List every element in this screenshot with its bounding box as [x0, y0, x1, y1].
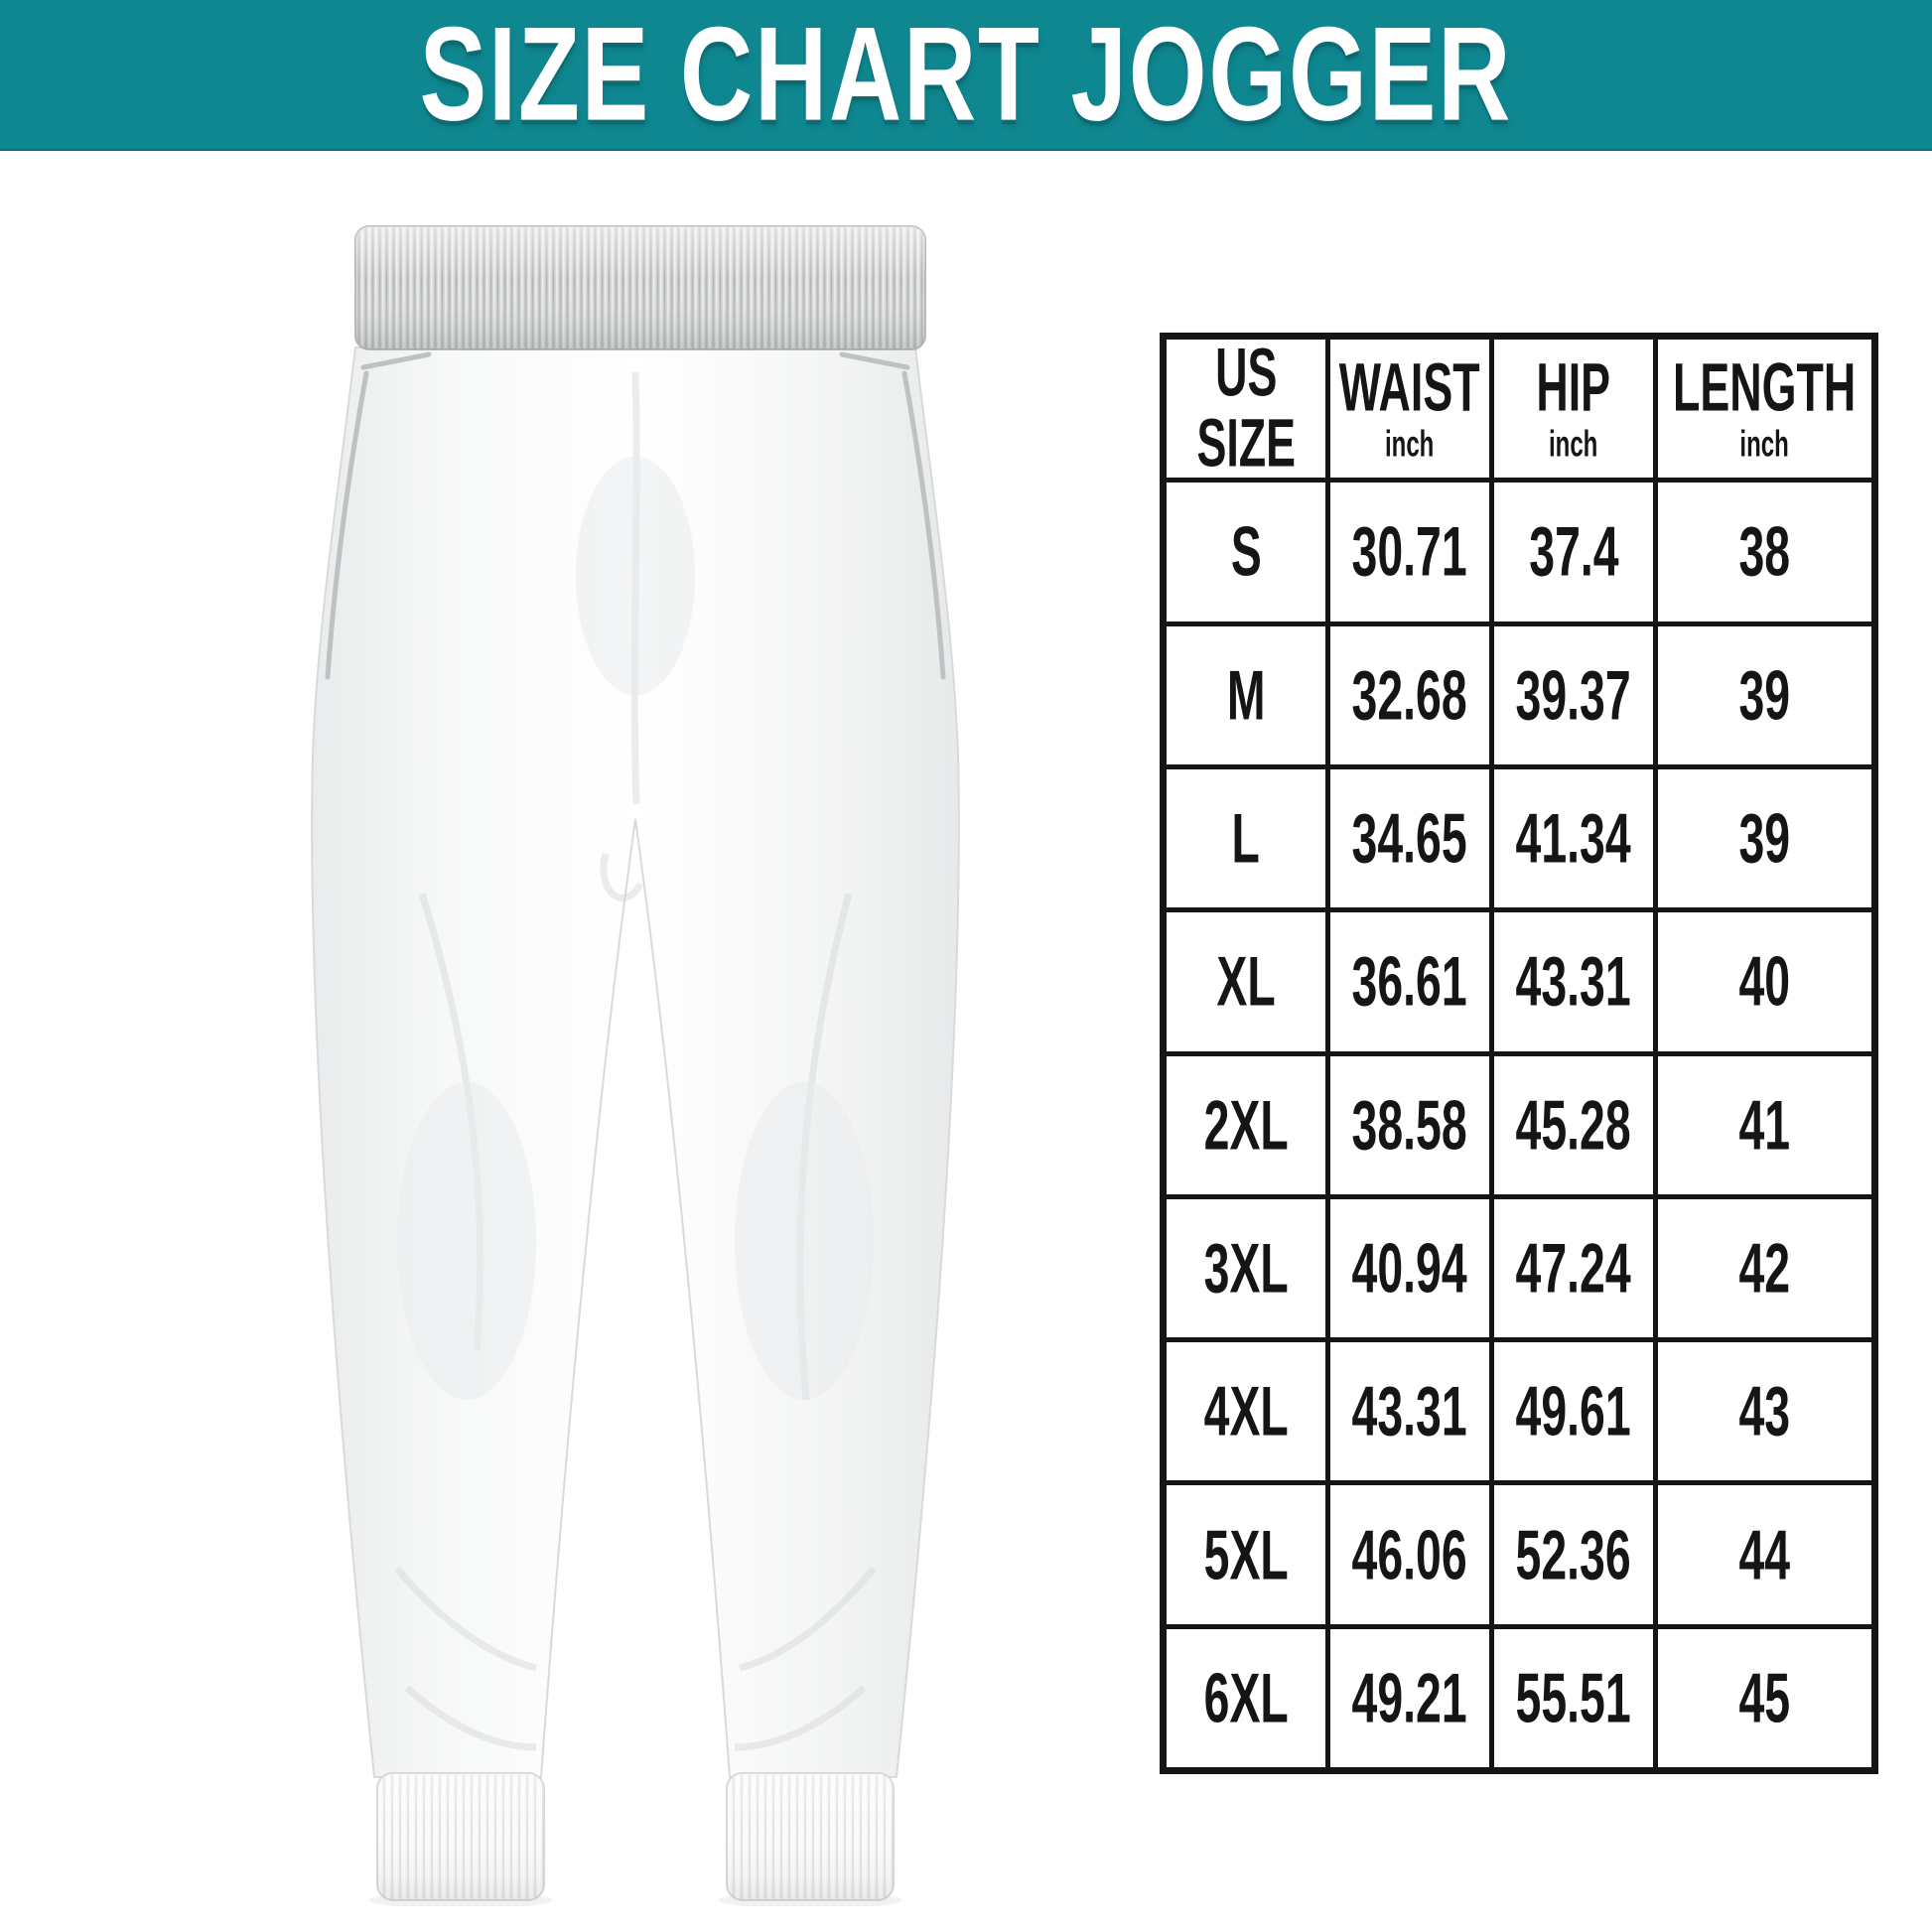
size-label: 4XL — [1203, 1372, 1289, 1451]
size-label: 2XL — [1203, 1085, 1289, 1165]
waist-cell: 32.68 — [1330, 625, 1489, 764]
pants-body — [311, 346, 960, 1778]
col-header-length-label: LENGTH — [1673, 348, 1857, 425]
size-label: M — [1226, 655, 1266, 735]
waist-value: 49.21 — [1351, 1658, 1468, 1737]
length-cell: 39 — [1658, 625, 1871, 764]
size-label: 6XL — [1203, 1658, 1289, 1737]
waist-cell: 40.94 — [1330, 1198, 1489, 1338]
knee-shading — [397, 457, 874, 1400]
hip-value: 55.51 — [1515, 1658, 1632, 1737]
hip-value: 37.4 — [1528, 512, 1619, 592]
length-cell: 43 — [1658, 1342, 1871, 1481]
waist-cell: 49.21 — [1330, 1628, 1489, 1767]
size-cell: 6XL — [1167, 1628, 1325, 1767]
hip-value: 41.34 — [1515, 798, 1632, 879]
waist-value: 43.31 — [1351, 1372, 1468, 1451]
length-value: 45 — [1738, 1658, 1791, 1737]
col-header-us-size: US SIZE — [1167, 340, 1325, 479]
size-cell: 5XL — [1167, 1485, 1325, 1624]
page-title: SIZE CHART JOGGER — [419, 0, 1513, 150]
size-cell: M — [1167, 625, 1325, 764]
length-cell: 39 — [1658, 768, 1871, 908]
size-cell: 2XL — [1167, 1055, 1325, 1194]
hip-cell: 55.51 — [1494, 1628, 1653, 1767]
hip-value: 43.31 — [1515, 942, 1632, 1022]
hip-value: 45.28 — [1515, 1085, 1632, 1165]
title-banner: SIZE CHART JOGGER — [0, 0, 1932, 151]
col-header-hip: HIP inch — [1494, 340, 1653, 479]
col-header-us-size-line2: SIZE — [1196, 404, 1296, 479]
waist-cell: 38.58 — [1330, 1055, 1489, 1194]
hip-value: 39.37 — [1515, 655, 1632, 735]
col-header-hip-label: HIP — [1536, 348, 1611, 425]
length-value: 42 — [1738, 1228, 1791, 1309]
jogger-pants-illustration — [311, 225, 960, 1909]
hip-cell: 45.28 — [1494, 1055, 1653, 1194]
size-label: XL — [1216, 942, 1276, 1022]
hip-cell: 39.37 — [1494, 625, 1653, 764]
waist-value: 40.94 — [1351, 1228, 1468, 1309]
length-value: 44 — [1738, 1515, 1791, 1594]
waist-cell: 30.71 — [1330, 483, 1489, 621]
size-cell: S — [1167, 483, 1325, 621]
col-header-length: LENGTH inch — [1658, 340, 1871, 479]
waist-cell: 46.06 — [1330, 1485, 1489, 1624]
waist-cell: 34.65 — [1330, 768, 1489, 908]
col-header-waist: WAIST inch — [1330, 340, 1489, 479]
size-cell: L — [1167, 768, 1325, 908]
waist-value: 32.68 — [1351, 655, 1468, 735]
length-value: 43 — [1738, 1372, 1791, 1451]
size-label: L — [1231, 798, 1261, 879]
length-cell: 42 — [1658, 1198, 1871, 1338]
waistband — [354, 225, 926, 350]
length-value: 39 — [1738, 798, 1791, 879]
hip-cell: 43.31 — [1494, 912, 1653, 1051]
hip-value: 47.24 — [1515, 1228, 1632, 1309]
cuff-right — [726, 1772, 895, 1901]
size-cell: 3XL — [1167, 1198, 1325, 1338]
length-value: 40 — [1738, 942, 1791, 1022]
hip-value: 52.36 — [1515, 1515, 1632, 1594]
waist-value: 34.65 — [1351, 798, 1468, 879]
length-value: 41 — [1738, 1085, 1791, 1165]
waist-value: 38.58 — [1351, 1085, 1468, 1165]
hip-cell: 47.24 — [1494, 1198, 1653, 1338]
size-label: 5XL — [1203, 1515, 1289, 1594]
length-cell: 41 — [1658, 1055, 1871, 1194]
hip-value: 49.61 — [1515, 1372, 1632, 1451]
length-value: 38 — [1738, 512, 1791, 592]
col-header-waist-unit: inch — [1385, 425, 1435, 466]
cuff-left — [376, 1772, 545, 1901]
waist-value: 46.06 — [1351, 1515, 1468, 1594]
pocket-left — [325, 351, 432, 680]
hip-cell: 49.61 — [1494, 1342, 1653, 1481]
col-header-us-size-line1: US — [1214, 340, 1278, 411]
col-header-length-unit: inch — [1739, 425, 1790, 466]
size-cell: 4XL — [1167, 1342, 1325, 1481]
col-header-waist-label: WAIST — [1339, 348, 1480, 425]
length-cell: 38 — [1658, 483, 1871, 621]
pocket-right — [839, 351, 946, 680]
waist-value: 36.61 — [1351, 942, 1468, 1022]
hip-cell: 41.34 — [1494, 768, 1653, 908]
col-header-hip-unit: inch — [1549, 425, 1598, 466]
hip-cell: 37.4 — [1494, 483, 1653, 621]
waist-cell: 36.61 — [1330, 912, 1489, 1051]
length-cell: 44 — [1658, 1485, 1871, 1624]
waist-cell: 43.31 — [1330, 1342, 1489, 1481]
hip-cell: 52.36 — [1494, 1485, 1653, 1624]
length-cell: 45 — [1658, 1628, 1871, 1767]
length-cell: 40 — [1658, 912, 1871, 1051]
length-value: 39 — [1738, 655, 1791, 735]
waist-value: 30.71 — [1351, 512, 1468, 592]
size-label: S — [1230, 512, 1262, 592]
jogger-product-image — [238, 199, 1033, 1909]
size-cell: XL — [1167, 912, 1325, 1051]
size-chart-table: US SIZE WAIST inch HIP inch LENGTH inch … — [1160, 333, 1878, 1774]
size-label: 3XL — [1203, 1228, 1289, 1309]
